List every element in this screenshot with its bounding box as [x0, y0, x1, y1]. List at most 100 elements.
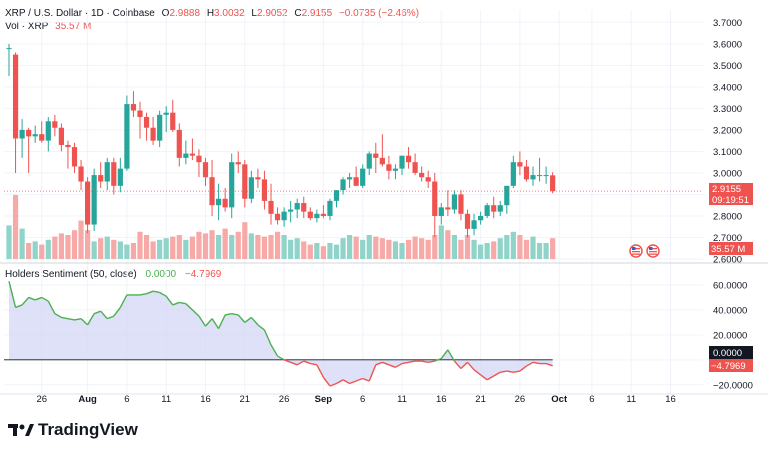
volume-bar [216, 235, 222, 259]
indicator-tick-label: 20.0000 [713, 330, 747, 341]
sentiment-area [9, 281, 553, 387]
volume-bar [353, 236, 359, 259]
candle-body [523, 166, 530, 180]
sentiment-line-segment [146, 290, 154, 295]
time-tick-label: 26 [36, 394, 47, 405]
volume-bar [320, 246, 326, 259]
candle-body [189, 153, 195, 156]
candle-body [143, 116, 150, 128]
candle-body [314, 213, 320, 219]
volume-bars [6, 195, 556, 259]
sentiment-line-segment [545, 362, 553, 367]
candle-body [307, 211, 313, 219]
volume-bar [209, 230, 215, 259]
candle-body [281, 211, 287, 221]
sentiment-line-segment [388, 364, 396, 368]
candle-body [170, 112, 176, 130]
candle-body [471, 220, 477, 229]
volume-bar [419, 238, 425, 259]
candle-body [39, 134, 45, 141]
sentiment-line-segment [185, 303, 193, 311]
tradingview-logo[interactable]: TradingView [8, 420, 138, 440]
candle-body [216, 198, 222, 206]
candle-body [65, 144, 71, 148]
candle-body [163, 112, 169, 115]
candle-body [340, 179, 346, 191]
sentiment-line-segment [15, 304, 23, 309]
volume-bar [438, 225, 444, 259]
volume-header: Vol · XRP 35.57 M [5, 21, 95, 32]
sentiment-line-segment [513, 370, 521, 373]
volume-bar [340, 238, 346, 259]
sentiment-line-segment [67, 317, 75, 321]
volume-bar [386, 239, 392, 259]
time-tick-label: 11 [161, 394, 171, 405]
sentiment-line-segment [191, 309, 200, 317]
sentiment-line-segment [473, 369, 482, 376]
sentiment-line-segment [107, 315, 115, 320]
time-tick-label: 6 [360, 394, 365, 405]
candle-body [432, 181, 438, 216]
sentiment-line-segment [519, 365, 527, 372]
volume-bar [523, 239, 530, 259]
candle-body [26, 129, 32, 137]
time-tick-label: 11 [397, 394, 407, 405]
sentiment-line-segment [263, 329, 272, 346]
candle-body [320, 213, 326, 216]
price-header: XRP / U.S. Dollar · 1D · Coinbase O2.988… [5, 8, 423, 19]
sentiment-line-segment [322, 376, 331, 387]
volume-value: 35.57 M [55, 21, 92, 32]
time-tick-label: 26 [515, 394, 526, 405]
candle-body [111, 162, 117, 186]
sentiment-line-segment [179, 301, 186, 305]
candle-body [274, 213, 281, 221]
sentiment-line-segment [54, 313, 62, 319]
sentiment-line-segment [421, 360, 429, 363]
volume-bar [157, 239, 163, 259]
price-badge-value: 2.9155 [712, 184, 741, 195]
volume-bar [163, 238, 169, 259]
indicator-value-2: −4.7969 [184, 269, 222, 280]
candle-body [353, 177, 359, 186]
low-value: 2.9052 [256, 8, 288, 19]
volume-bar [117, 241, 123, 259]
candle-body [504, 185, 510, 206]
candle-body [242, 164, 248, 199]
volume-bar [202, 233, 209, 259]
volume-bar [392, 241, 399, 259]
volume-bar [143, 235, 150, 259]
volume-bar [183, 239, 189, 259]
candle-body [261, 179, 268, 201]
sentiment-line-segment [211, 318, 220, 330]
candle-body [451, 194, 457, 210]
indicator-header: Holders Sentiment (50, close) 0.0000 −4.… [5, 269, 227, 280]
sentiment-line-segment [225, 312, 232, 316]
candle-body [530, 175, 536, 180]
volume-bar [242, 222, 248, 259]
candle-body [19, 129, 25, 139]
candle-body [288, 209, 294, 212]
sentiment-line-segment [480, 374, 488, 381]
volume-bar [412, 236, 418, 259]
candle-body [543, 175, 549, 177]
sentiment-line-segment [349, 380, 357, 385]
volume-bar [189, 236, 195, 259]
volume-bar [373, 236, 379, 259]
candle-body [379, 157, 385, 165]
volume-bar [176, 235, 182, 259]
price-tick-label: 2.6000 [713, 255, 742, 266]
candle-body [268, 200, 274, 214]
candle-body [294, 203, 300, 210]
candle-body [45, 121, 51, 141]
candle-body [12, 54, 19, 139]
price-tick-label: 3.6000 [713, 39, 742, 50]
volume-bar [58, 233, 64, 259]
us-flag-icon[interactable] [646, 244, 660, 258]
time-tick-label: 16 [436, 394, 447, 405]
close-label: C [294, 8, 302, 19]
sentiment-line-segment [532, 361, 540, 365]
us-flag-icon[interactable] [629, 244, 643, 258]
candle-body [478, 215, 484, 221]
candle-body [98, 175, 104, 182]
